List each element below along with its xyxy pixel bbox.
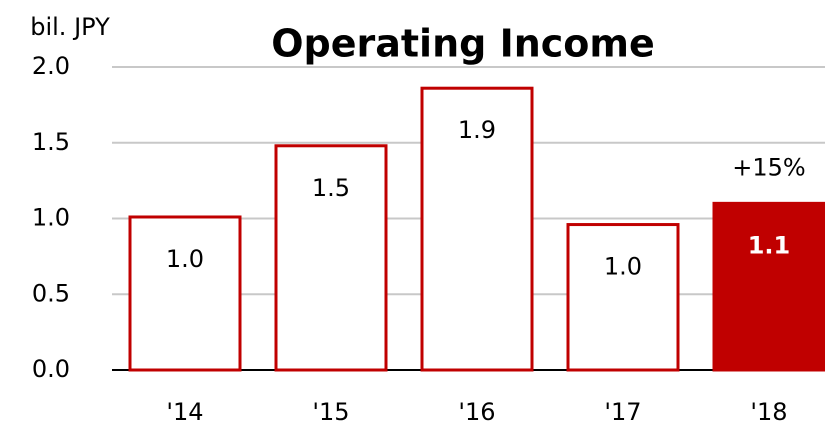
bar bbox=[420, 86, 534, 372]
x-tick-label: '16 bbox=[458, 398, 495, 426]
y-axis-label: bil. JPY bbox=[30, 13, 110, 41]
y-tick-label: 2.0 bbox=[32, 52, 70, 80]
x-tick-label: '15 bbox=[312, 398, 349, 426]
y-tick-label: 1.5 bbox=[32, 128, 70, 156]
annotation: +15% bbox=[732, 153, 805, 181]
x-tick-label: '17 bbox=[604, 398, 641, 426]
y-tick-label: 0.0 bbox=[32, 355, 70, 383]
value-label: 1.9 bbox=[458, 116, 496, 144]
value-label: 1.1 bbox=[748, 231, 791, 259]
bar bbox=[128, 215, 242, 372]
chart-title: Operating Income bbox=[271, 22, 655, 66]
y-tick-label: 1.0 bbox=[32, 204, 70, 232]
value-label: 1.0 bbox=[604, 253, 642, 281]
y-tick-label: 0.5 bbox=[32, 279, 70, 307]
bar bbox=[566, 223, 680, 372]
value-label: 1.5 bbox=[312, 174, 350, 202]
x-tick-label: '18 bbox=[750, 398, 787, 426]
bar bbox=[712, 201, 825, 372]
value-label: 1.0 bbox=[166, 245, 204, 273]
x-tick-label: '14 bbox=[166, 398, 203, 426]
bar bbox=[274, 144, 388, 372]
